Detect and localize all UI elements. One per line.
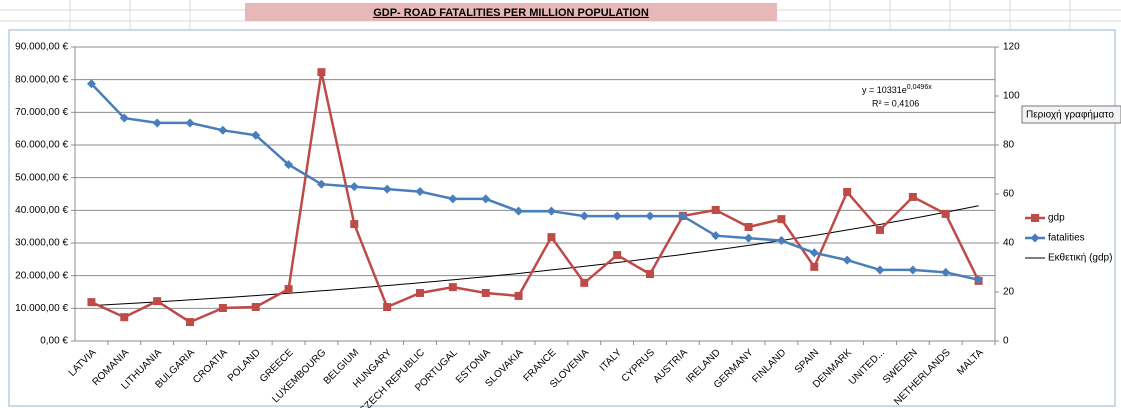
marker xyxy=(186,318,194,327)
y-tick-label: 10.000,00 € xyxy=(15,303,68,314)
marker xyxy=(316,179,326,189)
marker xyxy=(481,194,491,204)
marker xyxy=(777,215,786,224)
marker xyxy=(546,206,556,216)
trend-r-squared: R² = 0,4106 xyxy=(872,98,919,108)
marker xyxy=(317,68,326,77)
marker xyxy=(711,206,720,215)
marker xyxy=(218,304,227,313)
marker xyxy=(875,265,885,275)
marker xyxy=(448,283,457,292)
marker xyxy=(876,225,884,234)
marker xyxy=(941,267,951,277)
chart-area[interactable] xyxy=(8,29,1116,407)
marker xyxy=(843,188,852,197)
marker xyxy=(514,206,524,216)
y-tick-label: 40.000,00 € xyxy=(15,205,68,216)
y-tick-label: 0,00 € xyxy=(40,336,68,347)
marker xyxy=(678,211,688,221)
marker xyxy=(514,291,523,300)
marker xyxy=(251,303,260,312)
series-line xyxy=(90,71,980,324)
y-tick-label: 60.000,00 € xyxy=(15,140,68,151)
marker xyxy=(350,220,359,229)
marker xyxy=(382,184,392,194)
y2-tick-label: 80 xyxy=(1003,140,1015,151)
y2-tick-label: 40 xyxy=(1003,238,1015,249)
trendline xyxy=(91,205,979,306)
title-box xyxy=(245,3,777,21)
legend-marker xyxy=(1031,214,1039,222)
marker xyxy=(908,265,918,275)
y2-tick-label: 120 xyxy=(1003,42,1020,53)
y2-tick-label: 60 xyxy=(1003,189,1015,200)
series-line xyxy=(90,82,979,282)
marker xyxy=(87,298,96,307)
chart-title: GDP- ROAD FATALITIES PER MILLION POPULAT… xyxy=(373,7,649,19)
y-tick-label: 80.000,00 € xyxy=(15,74,68,85)
marker xyxy=(284,160,294,170)
y2-tick-label: 20 xyxy=(1003,287,1015,298)
marker xyxy=(579,211,589,221)
trend-equation-base: y = 10331e xyxy=(862,85,907,95)
marker xyxy=(809,248,819,258)
trend-equation: y = 10331e0,0496x xyxy=(862,84,932,96)
legend-label: gdp xyxy=(1048,213,1065,224)
marker xyxy=(120,313,129,322)
marker xyxy=(251,130,261,140)
marker xyxy=(810,262,819,271)
marker xyxy=(612,211,622,221)
marker xyxy=(974,275,984,285)
marker xyxy=(415,187,425,197)
legend-label: Εκθετική (gdp) xyxy=(1048,252,1112,264)
marker xyxy=(842,255,852,265)
y-tick-label: 30.000,00 € xyxy=(15,238,68,249)
legend-label: fatalities xyxy=(1048,233,1085,244)
y-tick-label: 20.000,00 € xyxy=(15,270,68,281)
marker xyxy=(119,113,129,123)
y2-tick-label: 0 xyxy=(1003,336,1009,347)
marker xyxy=(153,297,162,306)
trend-equation-exponent: 0,0496x xyxy=(907,84,932,91)
marker xyxy=(645,211,655,221)
marker xyxy=(416,288,424,297)
y-tick-label: 70.000,00 € xyxy=(15,107,68,118)
marker xyxy=(580,278,589,287)
marker xyxy=(185,118,195,128)
marker xyxy=(448,194,458,204)
marker xyxy=(776,236,786,246)
tooltip-box xyxy=(1021,105,1121,124)
marker xyxy=(218,125,228,135)
marker xyxy=(349,182,359,192)
y-tick-label: 90.000,00 € xyxy=(15,42,68,53)
y2-tick-label: 100 xyxy=(1003,91,1020,102)
marker xyxy=(646,270,654,279)
marker xyxy=(152,118,162,128)
marker xyxy=(481,288,490,297)
marker xyxy=(941,209,950,218)
marker xyxy=(383,303,392,312)
marker xyxy=(711,231,721,241)
legend-marker xyxy=(1030,233,1040,243)
marker xyxy=(744,222,753,231)
marker xyxy=(744,233,754,243)
tooltip: Περιοχή γραφήματο xyxy=(1026,109,1114,121)
y-tick-label: 50.000,00 € xyxy=(15,172,68,183)
marker xyxy=(284,285,293,294)
marker xyxy=(613,251,622,260)
marker xyxy=(547,233,556,242)
marker xyxy=(908,192,917,201)
marker xyxy=(86,79,96,89)
